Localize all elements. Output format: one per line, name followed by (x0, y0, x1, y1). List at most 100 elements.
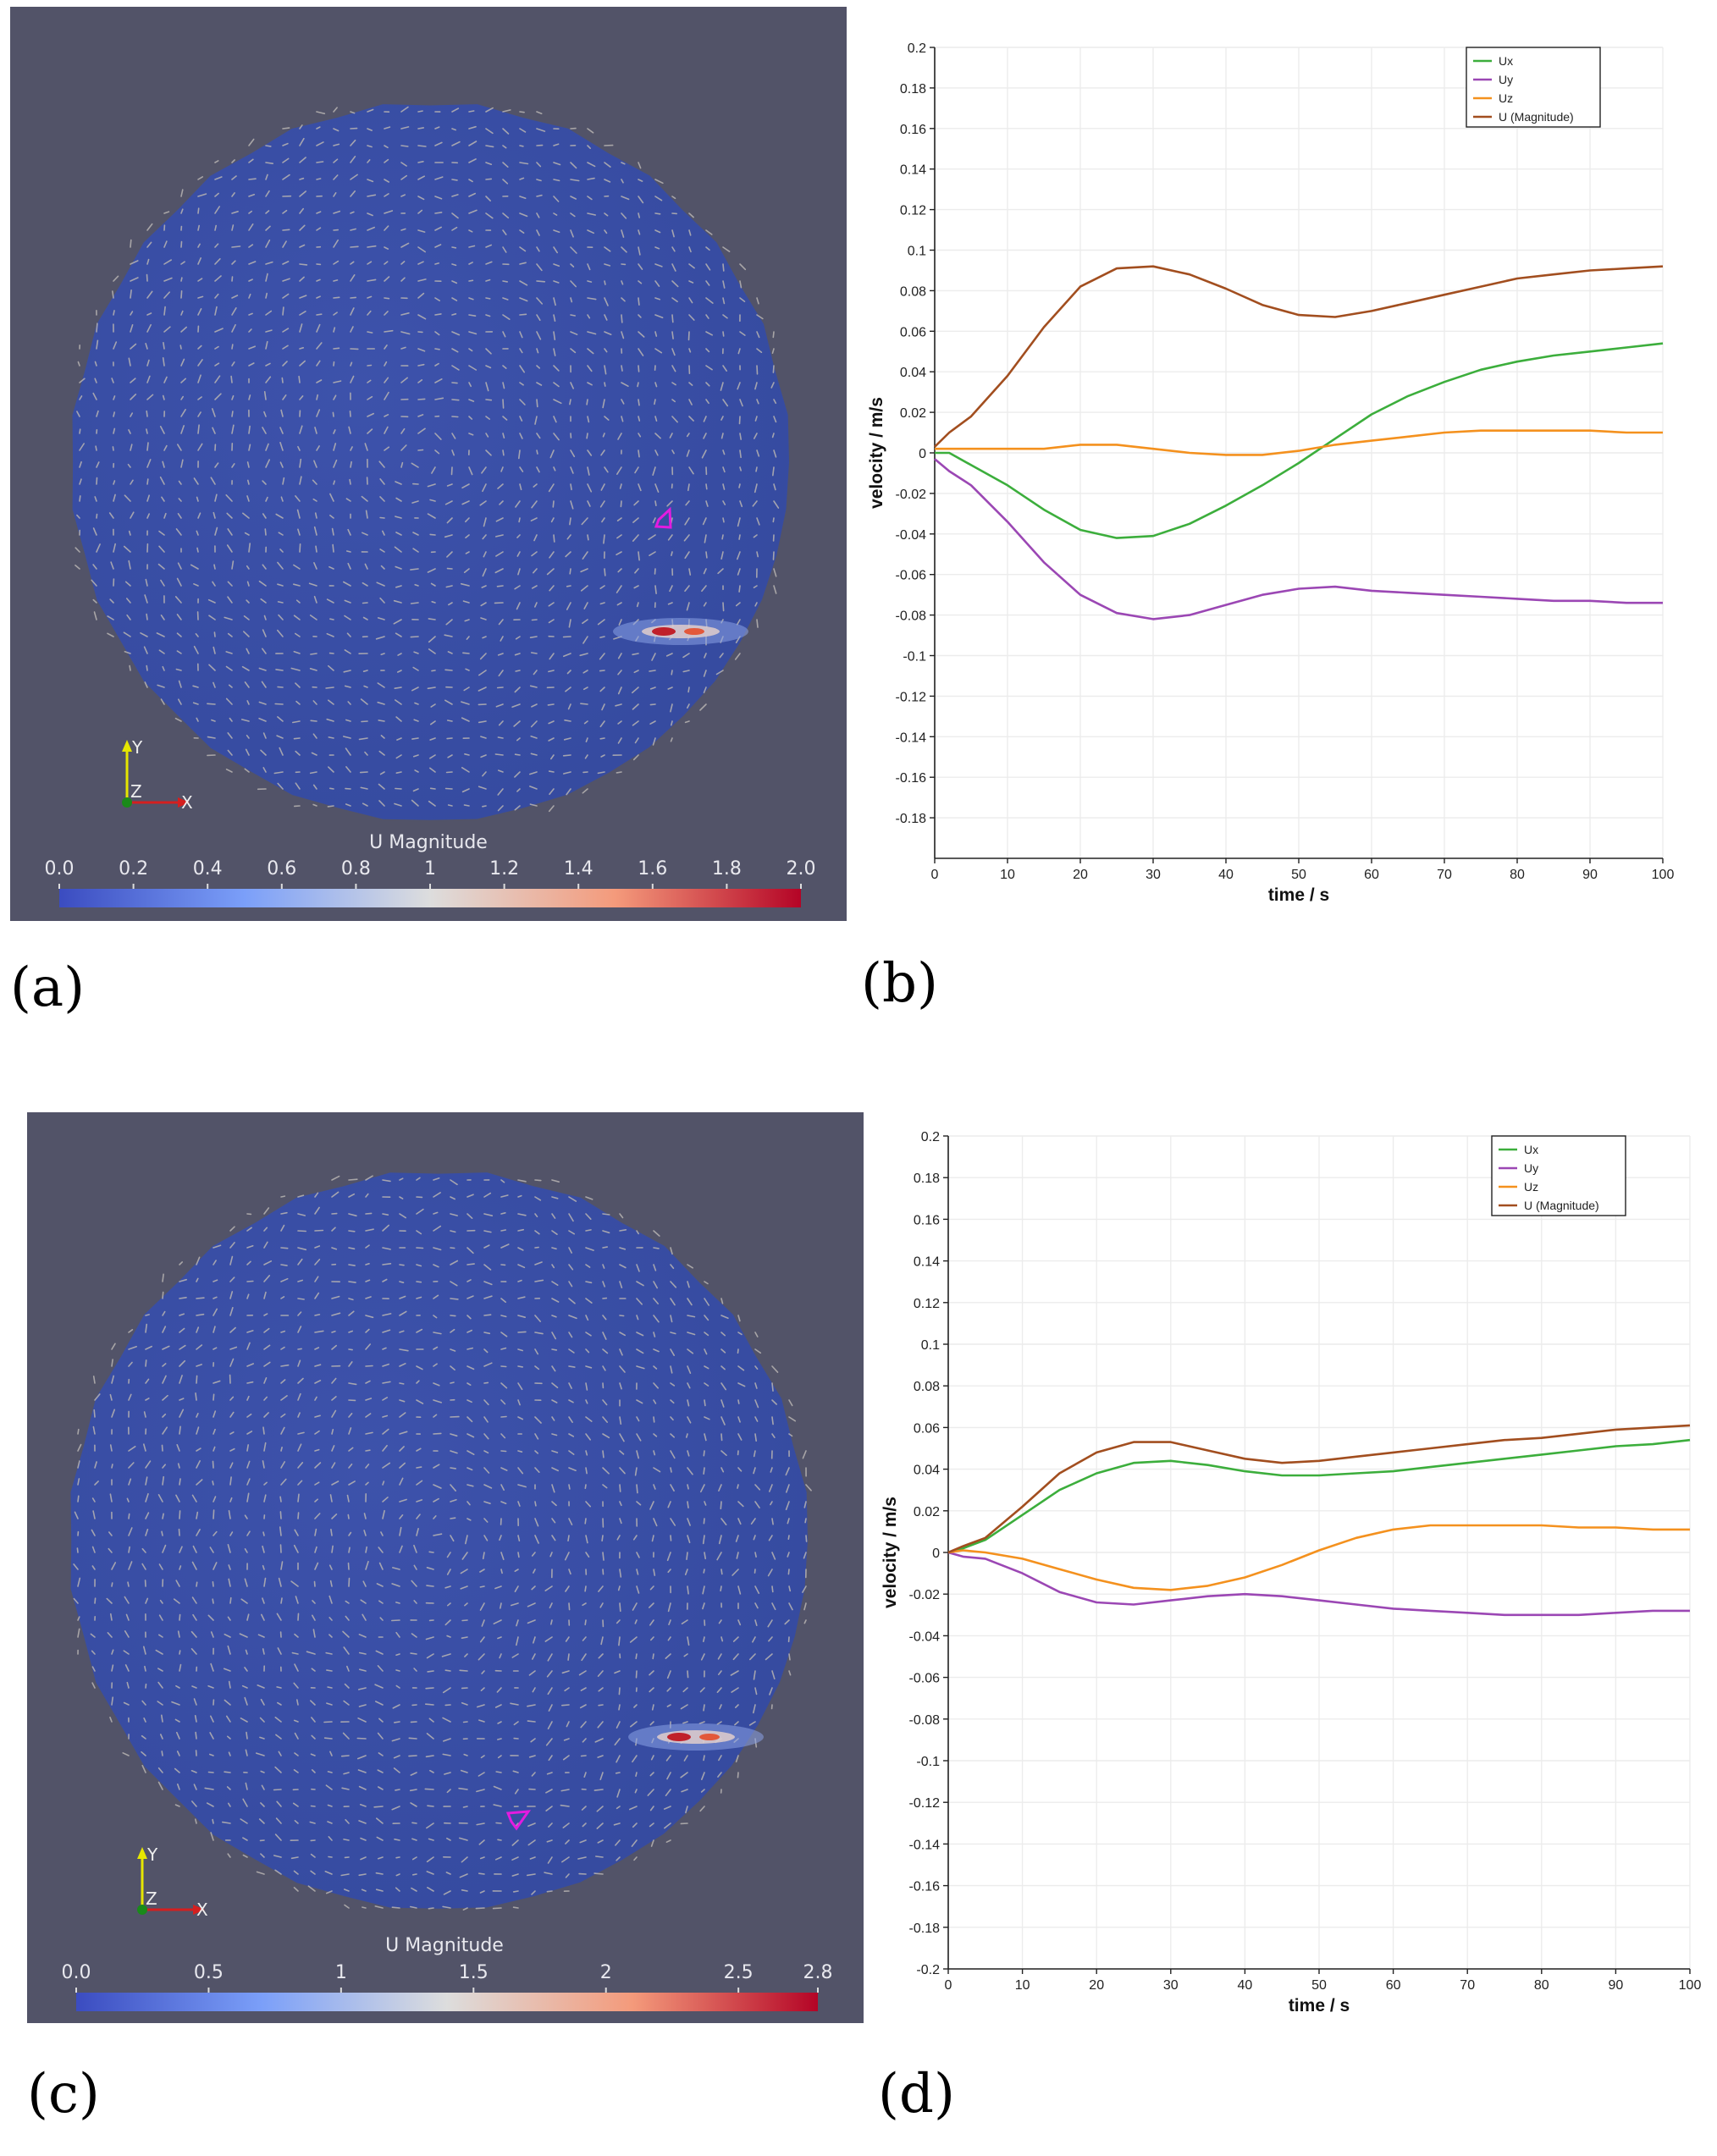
velocity-glyph (379, 771, 385, 775)
velocity-glyph (618, 1636, 621, 1646)
velocity-glyph (756, 399, 759, 405)
velocity-glyph (705, 229, 713, 235)
velocity-glyph (227, 1645, 231, 1655)
velocity-glyph (720, 1518, 727, 1526)
velocity-glyph (145, 578, 148, 587)
velocity-glyph (461, 717, 470, 722)
velocity-glyph (314, 1364, 322, 1367)
velocity-glyph (434, 313, 442, 316)
velocity-glyph (410, 1772, 417, 1776)
velocity-glyph (753, 534, 758, 538)
velocity-glyph (698, 1721, 705, 1724)
velocity-glyph (478, 687, 487, 692)
velocity-glyph (143, 1443, 146, 1452)
velocity-glyph (482, 771, 487, 777)
velocity-glyph (784, 1619, 790, 1625)
velocity-glyph (602, 1450, 605, 1458)
velocity-glyph (770, 382, 775, 389)
velocity-glyph (493, 1804, 502, 1807)
velocity-glyph (246, 1444, 250, 1452)
velocity-glyph (534, 1535, 539, 1544)
velocity-glyph (665, 1653, 671, 1659)
velocity-glyph (648, 1602, 654, 1608)
y-tick-label: -0.06 (896, 569, 927, 583)
velocity-glyph (649, 1636, 654, 1641)
velocity-glyph (311, 1614, 316, 1621)
y-tick-label: -0.2 (916, 1963, 940, 1977)
velocity-glyph (160, 614, 165, 620)
velocity-glyph (514, 653, 521, 656)
velocity-glyph (621, 162, 626, 165)
velocity-glyph (500, 1298, 507, 1304)
y-tick-label: 0.06 (914, 1421, 940, 1436)
velocity-glyph (773, 399, 777, 405)
velocity-glyph (478, 786, 487, 790)
velocity-glyph (242, 1837, 248, 1841)
velocity-glyph (602, 1348, 609, 1354)
velocity-glyph (276, 629, 284, 637)
velocity-glyph (565, 1839, 570, 1844)
velocity-glyph (263, 1291, 267, 1299)
velocity-glyph (282, 477, 285, 485)
velocity-glyph (688, 229, 692, 236)
velocity-glyph (428, 800, 436, 807)
velocity-glyph (485, 128, 494, 135)
velocity-glyph (805, 1535, 808, 1542)
velocity-glyph (519, 280, 528, 286)
velocity-glyph (299, 323, 303, 333)
velocity-glyph (599, 653, 605, 660)
legend-label: Uz (1499, 91, 1513, 105)
axis-z-dot (122, 797, 132, 808)
velocity-glyph (145, 1512, 150, 1519)
velocity-glyph (263, 1260, 273, 1265)
velocity-glyph (265, 261, 273, 265)
velocity-glyph (310, 1853, 316, 1858)
velocity-glyph (316, 360, 321, 367)
velocity-glyph (373, 1806, 384, 1808)
velocity-glyph (527, 1839, 536, 1846)
velocity-glyph (196, 1277, 199, 1282)
velocity-glyph (365, 1228, 374, 1232)
velocity-glyph (367, 194, 377, 197)
velocity-glyph (180, 277, 183, 282)
velocity-glyph (461, 788, 470, 793)
velocity-glyph (276, 1686, 282, 1689)
velocity-glyph (213, 1393, 215, 1401)
velocity-glyph (580, 703, 588, 705)
velocity-glyph (619, 1450, 625, 1455)
velocity-glyph (197, 295, 204, 299)
velocity-glyph (670, 1298, 676, 1306)
velocity-glyph (92, 1510, 96, 1519)
velocity-glyph (617, 670, 622, 675)
velocity-glyph (466, 636, 470, 640)
velocity-glyph (722, 246, 731, 253)
velocity-glyph (551, 1450, 559, 1453)
velocity-glyph (570, 500, 574, 510)
velocity-glyph (653, 1247, 660, 1249)
velocity-glyph (527, 1822, 536, 1828)
velocity-glyph (754, 602, 758, 607)
velocity-glyph (240, 719, 250, 722)
velocity-glyph (214, 306, 218, 316)
velocity-glyph (427, 687, 436, 690)
velocity-glyph (636, 1348, 644, 1354)
velocity-glyph (519, 162, 529, 165)
velocity-glyph (229, 1277, 235, 1282)
velocity-glyph (756, 314, 764, 320)
velocity-glyph (497, 1755, 502, 1759)
velocity-glyph (295, 1699, 299, 1706)
velocity-glyph (180, 310, 184, 316)
velocity-glyph (229, 1497, 233, 1503)
velocity-glyph (276, 1613, 282, 1621)
y-tick-label: 0.14 (914, 1255, 940, 1270)
velocity-glyph (500, 1229, 507, 1232)
velocity-glyph (210, 1631, 214, 1638)
velocity-glyph (348, 1230, 356, 1232)
velocity-glyph (633, 500, 639, 506)
velocity-glyph (493, 1785, 502, 1790)
velocity-glyph (604, 179, 611, 183)
velocity-glyph (280, 1277, 289, 1282)
velocity-glyph (717, 1653, 722, 1660)
velocity-glyph (196, 717, 199, 722)
velocity-glyph (196, 1297, 205, 1299)
